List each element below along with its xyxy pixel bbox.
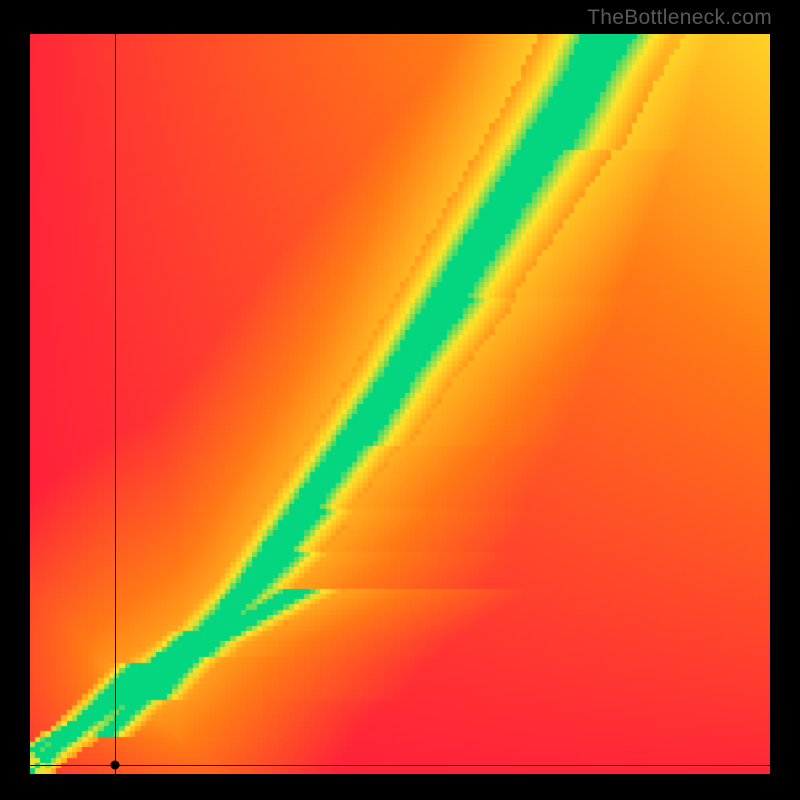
crosshair-marker [111, 761, 120, 770]
watermark-text: TheBottleneck.com [587, 6, 772, 30]
heatmap-canvas [30, 34, 770, 774]
crosshair-vertical [115, 34, 116, 774]
crosshair-horizontal [30, 765, 770, 766]
heatmap-plot [30, 34, 770, 774]
